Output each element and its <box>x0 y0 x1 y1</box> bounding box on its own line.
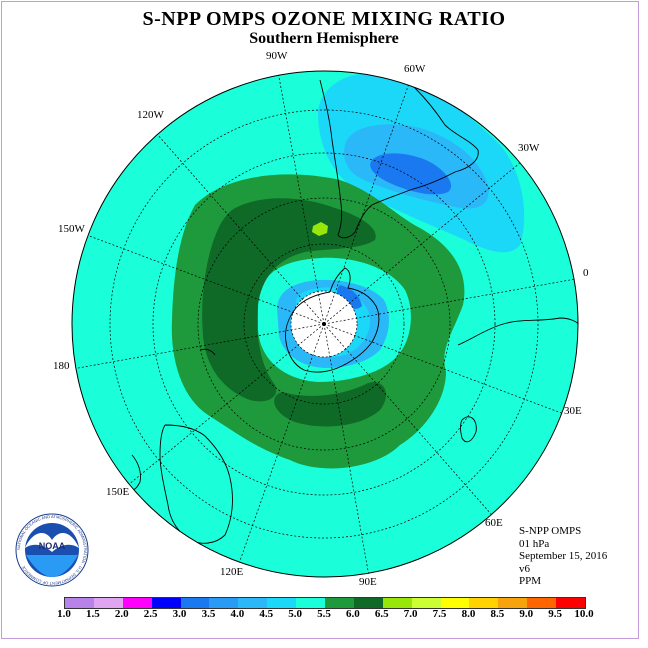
info-version: v6 <box>519 562 530 575</box>
map-title: S-NPP OMPS OZONE MIXING RATIO <box>142 8 506 30</box>
colorbar-tick-label: 3.0 <box>172 608 187 620</box>
lon-label-60e: 60E <box>485 517 503 529</box>
lon-label-90e: 90E <box>359 576 377 588</box>
colorbar-tick-label: 1.0 <box>57 608 71 620</box>
info-instrument: S-NPP OMPS <box>519 525 582 537</box>
ozone-highest-band-east <box>274 382 387 427</box>
lon-label-30w: 30W <box>518 142 540 154</box>
lon-label-60w: 60W <box>404 63 426 75</box>
colorbar-swatch <box>498 598 528 608</box>
colorbar-swatch <box>325 598 354 608</box>
ozone-peak-spot <box>312 222 328 236</box>
colorbar-swatch <box>209 598 239 608</box>
colorbar-swatch <box>93 598 123 608</box>
colorbar-swatch <box>527 598 557 608</box>
colorbar-swatch <box>122 598 152 608</box>
colorbar-swatch <box>180 598 210 608</box>
colorbar-tick-label: 8.5 <box>490 608 505 620</box>
colorbar <box>64 597 586 609</box>
colorbar-tick-label: 7.0 <box>403 608 418 620</box>
map-boundary <box>71 70 579 578</box>
lon-label-120w: 120W <box>137 109 164 121</box>
colorbar-tick-label: 5.5 <box>317 608 331 620</box>
colorbar-tick-label: 1.5 <box>86 608 100 620</box>
colorbar-tick-label: 9.5 <box>548 608 562 620</box>
colorbar-swatch <box>382 598 412 608</box>
lon-label-120e: 120E <box>220 566 244 578</box>
colorbar-swatch <box>296 598 326 608</box>
latitude-lines <box>109 109 539 539</box>
lon-label-30e: 30E <box>564 405 582 417</box>
colorbar-tick-label: 2.0 <box>114 608 129 620</box>
colorbar-tick-label: 3.5 <box>201 608 216 620</box>
info-date: September 15, 2016 <box>519 550 608 562</box>
lon-label-0: 0 <box>583 267 589 279</box>
colorbar-tick-label: 10.0 <box>574 608 594 620</box>
lon-label-150e: 150E <box>106 486 130 498</box>
colorbar-tick-label: 5.0 <box>288 608 302 620</box>
colorbar-tick-label: 4.0 <box>230 608 245 620</box>
colorbar-tick-label: 6.5 <box>374 608 389 620</box>
colorbar-swatch <box>440 598 470 608</box>
longitude-lines <box>72 71 578 577</box>
colorbar-swatch <box>411 598 441 608</box>
colorbar-tick-label: 7.5 <box>432 608 447 620</box>
info-units: PPM <box>519 575 542 587</box>
colorbar-tick-label: 2.5 <box>143 608 158 620</box>
colorbar-swatch <box>65 598 94 608</box>
colorbar-swatch <box>469 598 499 608</box>
colorbar-tick-label: 4.5 <box>259 608 274 620</box>
ozone-low-lobe-deep <box>370 153 452 195</box>
info-level: 01 hPa <box>519 537 550 550</box>
colorbar-swatch <box>267 598 297 608</box>
plot-frame <box>1 1 639 639</box>
lon-label-90w: 90W <box>266 50 288 62</box>
south-pole-marker <box>322 322 326 326</box>
colorbar-swatch <box>556 598 586 608</box>
lon-label-150w: 150W <box>58 223 85 235</box>
colorbar-tick-label: 9.0 <box>519 608 534 620</box>
colorbar-swatch <box>353 598 383 608</box>
lon-label-180: 180 <box>53 360 70 372</box>
colorbar-tick-label: 6.0 <box>346 608 360 620</box>
colorbar-swatch <box>151 598 181 608</box>
ozone-highest-band-west <box>202 198 376 402</box>
colorbar-tick-label: 8.0 <box>461 608 476 620</box>
colorbar-ticks: 1.0 1.5 2.0 2.5 3.0 3.5 4.0 4.5 5.0 5.5 6.0 6.5 7.0 7… <box>54 608 594 622</box>
coastlines <box>129 71 578 544</box>
colorbar-swatch <box>238 598 268 608</box>
map-subtitle: Southern Hemisphere <box>249 30 399 47</box>
data-info-block: S-NPP OMPS 01 hPa September 15, 2016 v6 … <box>519 525 607 588</box>
